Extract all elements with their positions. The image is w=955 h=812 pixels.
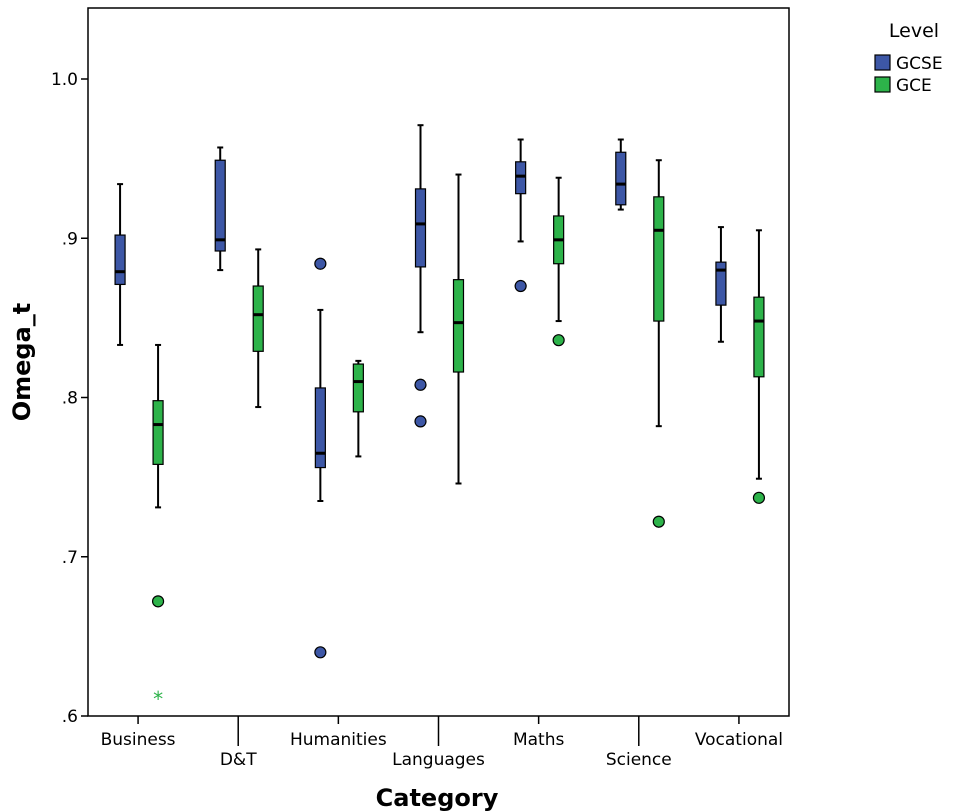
y-tick-label: 1.0 [51,70,78,90]
legend-label: GCSE [896,54,943,74]
box-gcse [114,234,126,286]
outlier-point [414,415,427,428]
boxes-layer: * [114,124,766,711]
box-gcse [715,261,727,306]
plot-frame [87,7,790,717]
legend-title: Level [889,20,939,42]
x-tick-label: D&T [220,750,257,770]
box-gcse [414,188,427,268]
x-tick-label: Languages [392,750,485,770]
box-gcse [615,151,627,206]
legend-swatch-gce [874,76,891,93]
outlier-point [314,257,327,270]
outlier-point [314,646,327,659]
outlier-point [552,334,565,347]
box-gce [152,400,164,465]
legend-swatch-gcse [874,54,891,71]
y-tick-label: .8 [62,389,78,409]
extreme-star: * [153,687,163,711]
outlier-point [652,515,665,528]
box-gce [452,279,465,373]
box-gce [352,363,364,413]
box-gcse [214,159,226,252]
x-tick-label: Science [606,750,672,770]
box-gce [653,196,665,322]
x-tick-label: Vocational [695,730,783,750]
box-gce [252,285,264,352]
outlier-point [151,595,165,608]
y-tick-label: .6 [62,707,78,727]
legend-label: GCE [896,76,932,96]
x-tick-label: Business [101,730,176,750]
y-tick-label: .9 [62,229,78,249]
x-tick-label: Maths [513,730,565,750]
x-axis-title: Category [376,784,499,812]
box-gcse [314,387,326,469]
y-axis-title: Omega_t [8,303,36,422]
outlier-point [514,279,527,293]
x-tick-label: Humanities [290,730,387,750]
y-tick-label: .7 [62,548,78,568]
outlier-point [752,491,766,504]
y-axis: 1.0 .9 .8 .7 .6 [51,70,88,727]
box-gce [753,296,765,378]
box-gcse [515,161,527,195]
outlier-point [414,378,427,391]
